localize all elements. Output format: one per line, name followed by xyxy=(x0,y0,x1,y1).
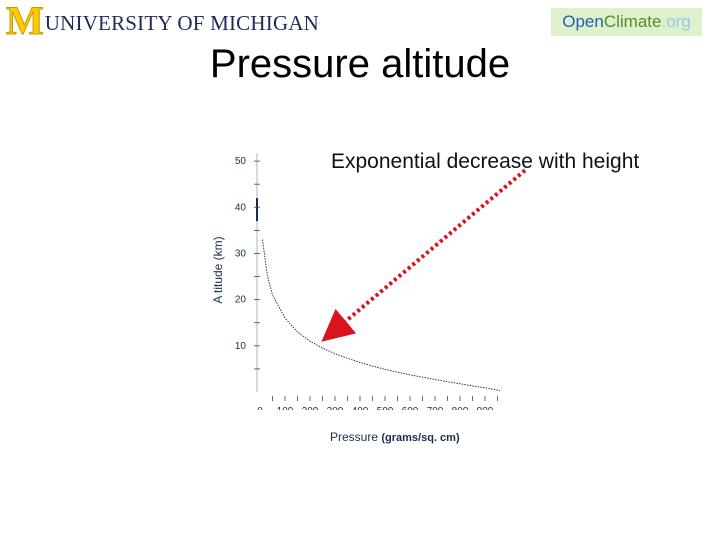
x-tick-label: 200 xyxy=(302,406,319,410)
x-tick-label: 700 xyxy=(427,406,444,410)
slide-title: Pressure altitude xyxy=(209,42,511,86)
y-tick-label: 30 xyxy=(235,248,247,259)
block-m-logo-icon: M xyxy=(6,0,45,43)
y-tick-label: 20 xyxy=(235,295,247,306)
x-axis-unit: (grams/sq. cm) xyxy=(381,432,460,444)
university-name: UNIVERSITY OF MICHIGAN xyxy=(44,11,320,35)
x-tick-label: 0 xyxy=(257,406,263,410)
logo-climate-text: Climate xyxy=(603,12,662,31)
pressure-altitude-chart: 10203040500100200300400500600700800900 xyxy=(235,153,527,410)
y-axis-label: A titude (km) xyxy=(211,236,225,304)
logo-org-text: .org xyxy=(661,12,691,31)
university-of-michigan-logo: M UNIVERSITY OF MICHIGAN xyxy=(6,0,320,43)
x-tick-label: 800 xyxy=(452,406,469,410)
x-tick-label: 900 xyxy=(477,406,494,410)
x-tick-label: 100 xyxy=(277,406,294,410)
y-tick-label: 50 xyxy=(235,156,247,167)
annotation-arrow xyxy=(321,168,527,342)
x-axis-label: Pressure (grams/sq. cm) xyxy=(330,430,460,444)
x-tick-label: 400 xyxy=(352,406,369,410)
x-tick-label: 600 xyxy=(402,406,419,410)
x-tick-label: 300 xyxy=(327,406,344,410)
openclimate-logo: Open Climate .org xyxy=(551,8,702,36)
annotation-text: Exponential decrease with height xyxy=(331,150,640,173)
y-tick-label: 40 xyxy=(235,202,247,213)
y-tick-label: 10 xyxy=(235,341,247,352)
pressure-curve xyxy=(262,239,501,392)
x-axis-title: Pressure xyxy=(330,430,379,444)
logo-open-text: Open xyxy=(562,12,604,31)
x-tick-label: 500 xyxy=(377,406,394,410)
